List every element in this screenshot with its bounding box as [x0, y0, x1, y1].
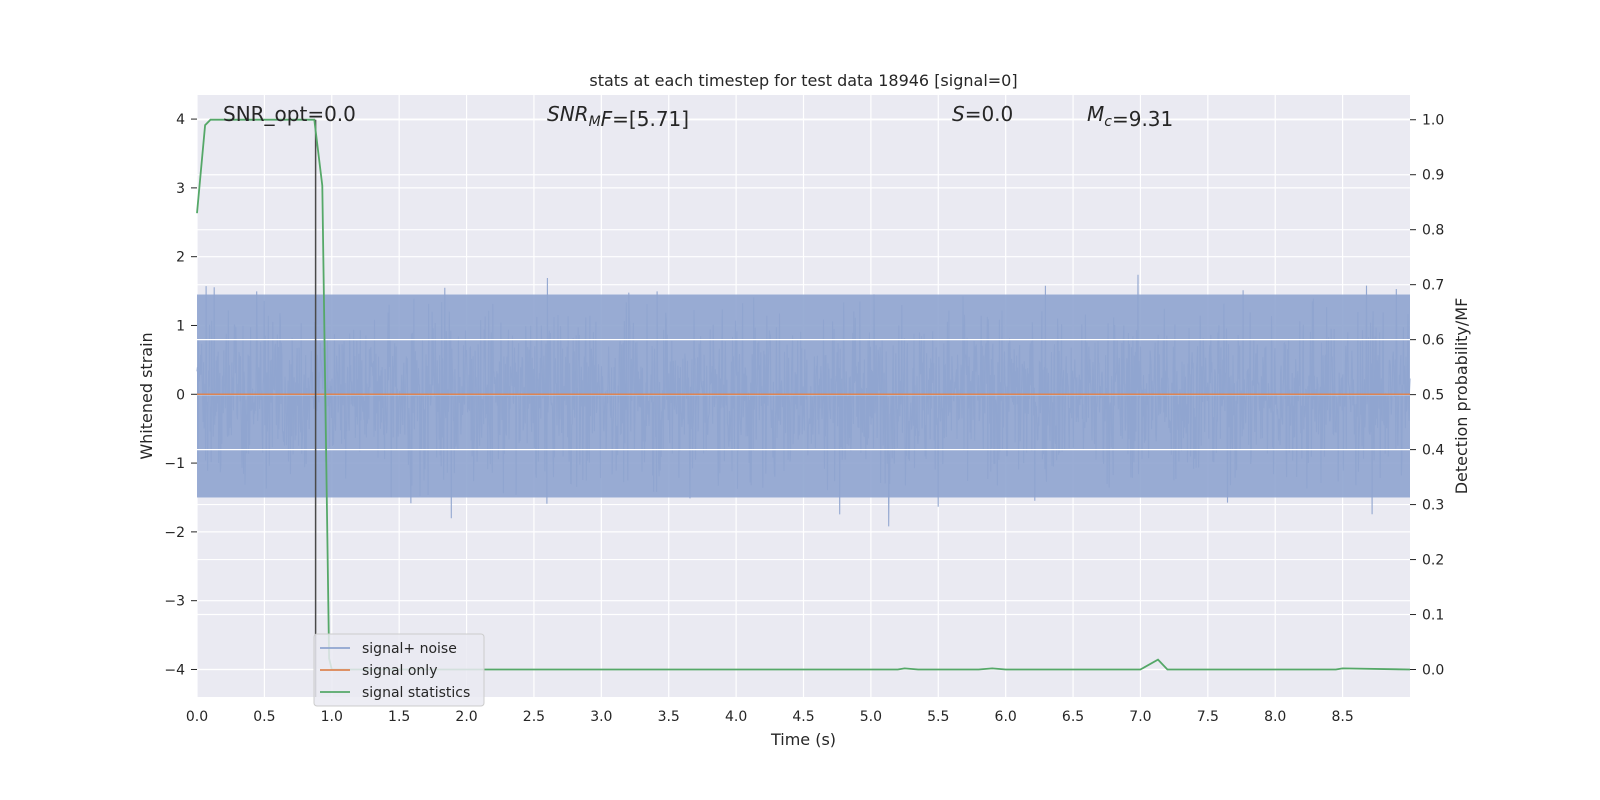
x-tick-label: 7.5: [1197, 709, 1219, 725]
x-tick-label: 0.5: [253, 709, 275, 725]
legend-label: signal only: [362, 663, 437, 679]
annotation-text: SNRMF=[5.71]: [547, 102, 689, 131]
x-tick-label: 8.5: [1331, 709, 1353, 725]
y2-tick-label: 0.2: [1422, 553, 1444, 569]
signal-statistics-line: [196, 118, 1411, 671]
y-tick-label: −2: [164, 525, 185, 541]
y-tick-label: 4: [176, 112, 185, 128]
signal-noise-series: [196, 274, 1411, 527]
y-tick-label: 1: [176, 318, 185, 334]
legend-box: [313, 633, 485, 707]
x-tick-label: 8.0: [1264, 709, 1286, 725]
signal-noise-band: [197, 294, 1410, 498]
annotation-text: S=0.0: [952, 102, 1013, 126]
annotation-text: SNR_opt=0.0: [223, 102, 356, 126]
legend-label: signal+ noise: [362, 641, 457, 657]
annotations: SNR_opt=0.0 SNRMF=[5.71] S=0.0 Mc=9.31: [223, 102, 1173, 131]
x-tick-label: 3.5: [658, 709, 680, 725]
x-tick-label: 6.0: [995, 709, 1017, 725]
annotation-text: Mc=9.31: [1087, 102, 1173, 131]
y-tick-label: −1: [164, 456, 185, 472]
x-tick-label: 1.5: [388, 709, 410, 725]
y2-tick-label: 0.0: [1422, 663, 1444, 679]
x-tick-label: 3.0: [590, 709, 612, 725]
x-tick-label: 5.0: [860, 709, 882, 725]
chart-title: stats at each timestep for test data 189…: [589, 71, 1017, 90]
x-tick-label: 5.5: [927, 709, 949, 725]
legend-label: signal statistics: [362, 685, 470, 701]
y2-axis-label: Detection probability/MF: [1452, 298, 1471, 495]
y-tick-label: 0: [176, 387, 185, 403]
x-tick-label: 2.5: [523, 709, 545, 725]
x-tick-label: 7.0: [1129, 709, 1151, 725]
axes: 0.0 0.5 1.0 1.5 2.0 2.5 3.0 3.5 4.0 4.5 5.0 5.5 6.0 6…: [164, 112, 1444, 725]
y2-tick-label: 0.7: [1422, 278, 1444, 294]
y-tick-label: −4: [164, 662, 185, 678]
y-axis-label: Whitened strain: [137, 332, 156, 459]
y2-tick-label: 0.8: [1422, 223, 1444, 239]
y2-tick-label: 0.9: [1422, 168, 1444, 184]
y2-tick-label: 0.4: [1422, 443, 1444, 459]
x-tick-label: 4.5: [792, 709, 814, 725]
y2-tick-label: 0.1: [1422, 608, 1444, 624]
legend: signal+ noise signal only signal statistic…: [313, 633, 485, 707]
y-tick-label: 2: [176, 250, 185, 266]
x-tick-label: 6.5: [1062, 709, 1084, 725]
x-axis-label: Time (s): [770, 730, 836, 749]
y-tick-label: −3: [164, 594, 185, 610]
series-lines: [196, 118, 1411, 697]
x-tick-label: 2.0: [455, 709, 477, 725]
x-tick-label: 1.0: [321, 709, 343, 725]
x-tick-label: 4.0: [725, 709, 747, 725]
y-tick-label: 3: [176, 181, 185, 197]
x-tick-label: 0.0: [186, 709, 208, 725]
y2-tick-label: 0.6: [1422, 333, 1444, 349]
y2-tick-label: 0.3: [1422, 498, 1444, 514]
y2-tick-label: 1.0: [1422, 113, 1444, 129]
y2-tick-label: 0.5: [1422, 388, 1444, 404]
